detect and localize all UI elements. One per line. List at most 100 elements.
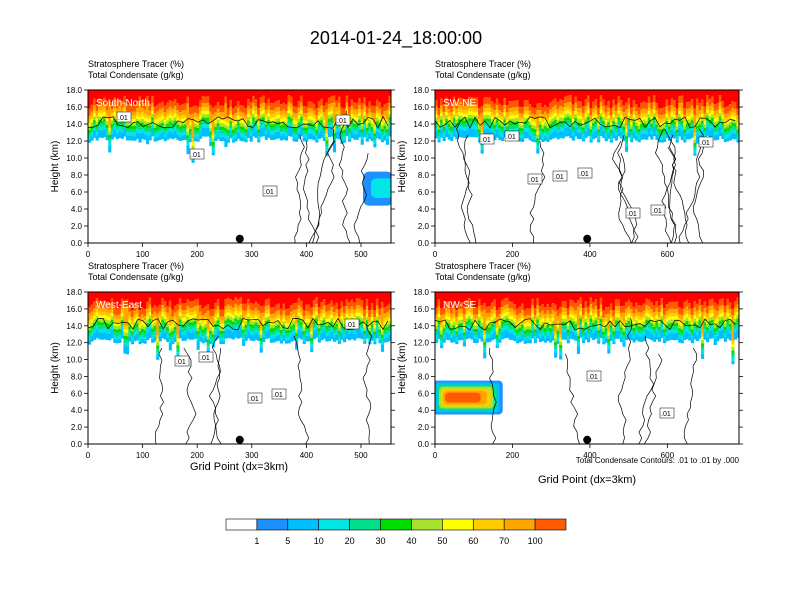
tracer-band — [358, 329, 362, 339]
tracer-band — [447, 292, 451, 303]
tracer-band — [295, 302, 299, 310]
tracer-band — [630, 138, 634, 143]
tracer-band — [460, 116, 464, 120]
tracer-band — [495, 123, 499, 127]
tracer-band — [231, 321, 236, 326]
tracer-band — [158, 336, 162, 342]
tracer-band — [731, 132, 735, 140]
tracer-band — [635, 330, 639, 334]
tracer-band — [113, 125, 117, 130]
tracer-band — [627, 331, 631, 340]
tracer-band — [680, 319, 684, 323]
tracer-band — [138, 120, 142, 124]
tracer-band — [599, 304, 603, 309]
tracer-band — [680, 308, 684, 316]
tracer-band — [143, 316, 147, 321]
tracer-band — [698, 114, 702, 118]
tracer-band — [493, 327, 497, 332]
tracer-band — [153, 305, 157, 312]
tracer-band — [330, 328, 334, 332]
tracer-band — [199, 329, 203, 333]
tracer-band — [571, 115, 575, 119]
tracer-band — [327, 318, 332, 322]
tracer-band — [642, 321, 646, 325]
tracer-band — [370, 324, 374, 328]
tracer-band — [574, 314, 578, 318]
tracer-band — [455, 324, 459, 328]
tracer-band — [380, 139, 385, 143]
tracer-band — [716, 311, 720, 316]
tracer-band — [380, 328, 385, 332]
tracer-band — [297, 319, 301, 323]
tracer-band — [108, 327, 112, 331]
tracer-band — [161, 129, 165, 133]
tracer-band — [322, 90, 326, 106]
tracer-band — [693, 115, 697, 133]
tracer-band — [480, 319, 484, 323]
tracer-band — [317, 328, 321, 332]
tracer-band — [310, 327, 314, 332]
tracer-band — [226, 115, 231, 120]
tracer-band — [678, 338, 682, 343]
tracer-band — [584, 124, 588, 128]
tracer-band — [698, 103, 702, 110]
tracer-band — [295, 117, 299, 122]
tracer-band — [569, 122, 573, 126]
tracer-band — [538, 317, 542, 321]
tracer-band — [604, 126, 608, 131]
tracer-band — [166, 127, 170, 131]
tracer-band — [733, 108, 738, 114]
tracer-band — [546, 328, 550, 332]
tracer-band — [133, 104, 137, 112]
tracer-band — [156, 355, 160, 360]
tracer-band — [292, 105, 296, 113]
tracer-band — [239, 325, 243, 329]
tracer-band — [693, 315, 697, 319]
tracer-band — [146, 333, 150, 341]
tracer-band — [668, 292, 672, 303]
tracer-band — [378, 329, 382, 333]
tracer-band — [655, 110, 659, 115]
tracer-band — [146, 292, 150, 302]
tracer-band — [214, 309, 218, 314]
tracer-band — [300, 120, 304, 124]
tracer-band — [470, 108, 474, 112]
tracer-band — [523, 292, 527, 310]
tracer-band — [733, 102, 738, 109]
tracer-band — [579, 126, 583, 130]
tracer-band — [388, 96, 391, 103]
tracer-band — [480, 332, 484, 337]
contour-label: .01 — [554, 174, 564, 181]
tracer-band — [312, 103, 316, 111]
tracer-band — [290, 292, 294, 306]
tracer-band — [378, 130, 382, 134]
tracer-band — [305, 311, 309, 316]
tracer-band — [315, 318, 319, 322]
tracer-band — [528, 132, 532, 136]
tracer-band — [267, 116, 271, 121]
tracer-band — [153, 332, 157, 337]
tracer-band — [619, 90, 624, 101]
tracer-band — [322, 320, 326, 324]
tracer-band — [135, 129, 140, 133]
tracer-band — [554, 292, 558, 305]
tracer-band — [587, 102, 591, 107]
tracer-band — [176, 303, 180, 311]
tracer-band — [264, 299, 268, 307]
tracer-band — [93, 308, 97, 313]
tracer-band — [173, 110, 177, 114]
tracer-band — [353, 123, 357, 128]
tracer-band — [592, 329, 596, 334]
tracer-band — [345, 110, 349, 114]
tracer-band — [178, 292, 183, 299]
tracer-band — [594, 317, 598, 321]
tracer-band — [490, 330, 494, 334]
tracer-band — [566, 116, 570, 121]
tracer-band — [445, 319, 449, 323]
tracer-band — [269, 121, 273, 125]
tracer-band — [224, 124, 228, 129]
tracer-band — [632, 124, 636, 129]
tracer-band — [133, 311, 137, 316]
tracer-band — [556, 133, 560, 140]
tracer-band — [100, 292, 104, 302]
